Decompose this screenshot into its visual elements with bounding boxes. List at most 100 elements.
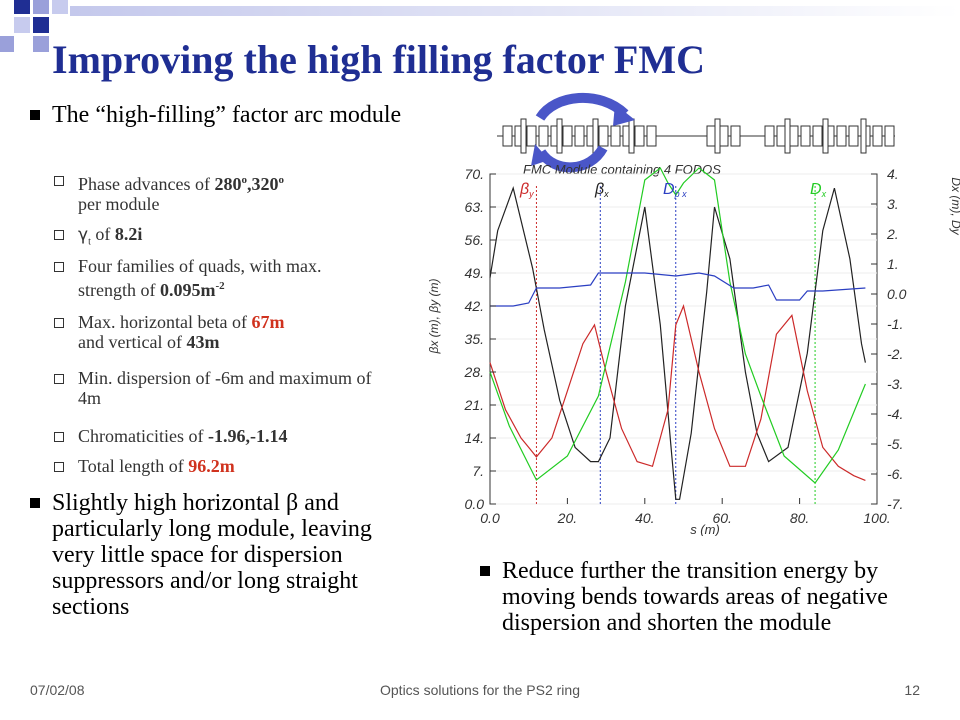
lattice-dipole (538, 125, 549, 147)
legend-subscript: y (528, 189, 534, 199)
bullet-marker (30, 110, 40, 120)
lattice-quad (520, 118, 527, 154)
bullet-marker (30, 498, 40, 508)
sub-bullet-item: Four families of quads, with max. streng… (54, 256, 434, 300)
y-right-tick-label: 3. (887, 196, 899, 212)
y-right-tick-label: 4. (887, 166, 899, 182)
y-right-tick-label: -2. (887, 346, 903, 362)
legend-entry: Dp x (663, 181, 687, 199)
x-tick-label: 80. (790, 510, 809, 526)
y-left-tick-label: 28. (464, 364, 484, 380)
legend-entry: βy (519, 181, 534, 199)
y-left-tick-label: 42. (465, 298, 484, 314)
y-left-tick-label: 7. (472, 463, 484, 479)
circular-arrows-icon (531, 92, 635, 173)
x-tick-label: 0.0 (480, 510, 500, 526)
y-right-axis-label: Dx (m), Dy (949, 177, 960, 235)
sub-bullet-item: Min. dispersion of -6m and maximum of 4m (54, 368, 434, 410)
y-right-tick-label: -7. (887, 496, 903, 512)
sub-bullet-text: γt of 8.2i (78, 224, 143, 248)
y-right-tick-label: 1. (887, 256, 899, 272)
sub-bullet-marker (54, 462, 64, 472)
decor-square (14, 17, 30, 33)
lattice-dipole (610, 125, 621, 147)
lattice-quad (822, 118, 829, 154)
bullet-item: Reduce further the transition energy by … (480, 558, 930, 678)
lattice-dipole (884, 125, 895, 147)
footer-date: 07/02/08 (30, 682, 85, 698)
legend-subscript: p x (674, 189, 688, 199)
y-right-tick-label: -5. (887, 436, 903, 452)
sub-bullet-text: Four families of quads, with max. streng… (78, 256, 322, 300)
lattice-quad (860, 118, 867, 154)
slide-title: Improving the high filling factor FMC (52, 37, 705, 82)
y-left-tick-label: 49. (465, 265, 484, 281)
sub-bullet-marker (54, 176, 64, 186)
legend-symbol: D (663, 181, 675, 198)
marker-lines (535, 186, 816, 504)
lattice-dipole (634, 125, 645, 147)
y-right-tick-label: 0.0 (887, 286, 907, 302)
x-tick-label: 100. (863, 510, 890, 526)
series-line (490, 272, 866, 307)
y-right-axis-ticks: -7. -6. -5. -4. -3. -2. -1. 0.0 1. 2. 3. 4. (871, 166, 907, 512)
page-number: 12 (904, 682, 920, 698)
lattice-dipole (836, 125, 847, 147)
decor-square (52, 0, 68, 14)
sub-bullet-marker (54, 230, 64, 240)
lattice-dipole (872, 125, 883, 147)
lattice-quad (628, 118, 635, 154)
y-left-tick-label: 0.0 (465, 496, 485, 512)
series-lines (489, 167, 866, 500)
lattice-quad (784, 118, 791, 154)
y-right-tick-label: -1. (887, 316, 903, 332)
y-left-tick-label: 35. (465, 331, 484, 347)
sub-bullet-item: Max. horizontal beta of 67m and vertical … (54, 312, 434, 354)
decor-band (70, 6, 960, 16)
lattice-dipole (646, 125, 657, 147)
optics-chart: FMC Module containing 4 FODOS 0.0 20. 40. 6… (427, 92, 960, 536)
lattice-dipole (812, 125, 823, 147)
sub-bullet-item: Total length of 96.2m (54, 456, 434, 478)
series-line (489, 304, 866, 481)
sub-bullet-marker (54, 262, 64, 272)
sub-bullet-text: Max. horizontal beta of 67m and vertical … (78, 312, 285, 352)
sub-bullet-text: Phase advances of 280o,320o per module (78, 174, 284, 214)
lattice-strip (497, 118, 895, 154)
lattice-quad (714, 118, 721, 154)
legend-symbol: β (519, 181, 529, 198)
legend-symbol: D (810, 181, 822, 198)
decor-square (33, 17, 49, 33)
y-right-tick-label: -3. (887, 376, 903, 392)
y-left-tick-label: 21. (464, 397, 484, 413)
lattice-dipole (800, 125, 811, 147)
y-left-tick-label: 56. (465, 232, 484, 248)
sub-bullet-text: Min. dispersion of -6m and maximum of 4m (78, 368, 372, 408)
decor-square (14, 0, 30, 14)
x-tick-label: 60. (712, 510, 731, 526)
bullet-item: The “high-filling” factor arc module (30, 102, 410, 156)
sub-bullet-item: Phase advances of 280o,320o per module (54, 170, 434, 214)
lattice-dipole (848, 125, 859, 147)
y-left-tick-label: 63. (465, 199, 484, 215)
sub-bullet-text: Total length of 96.2m (78, 456, 235, 476)
footer-title: Optics solutions for the PS2 ring (380, 682, 580, 698)
y-left-axis-ticks: 0.0 7. 14. 21. 28. 35. 42. 49. 56. 63. 70. (464, 166, 496, 512)
legend-entry: βx (594, 181, 609, 199)
chart-title: FMC Module containing 4 FODOS (523, 162, 721, 177)
sub-bullet-marker (54, 432, 64, 442)
sub-bullet-item: Chromaticities of -1.96,-1.14 (54, 426, 434, 448)
x-axis-label: s (m) (690, 522, 720, 536)
y-right-tick-label: 2. (886, 226, 899, 242)
y-left-tick-label: 70. (465, 166, 484, 182)
lattice-dipole (730, 125, 741, 147)
decor-square (33, 0, 49, 14)
lattice-quad (556, 118, 563, 154)
y-left-axis-label: βx (m), βy (m) (427, 278, 441, 354)
sub-bullet-item: γt of 8.2i (54, 224, 434, 248)
y-right-tick-label: -6. (887, 466, 903, 482)
y-right-tick-label: -4. (887, 406, 903, 422)
sub-bullet-marker (54, 374, 64, 384)
lattice-dipole (502, 125, 513, 147)
series-line (489, 167, 866, 484)
